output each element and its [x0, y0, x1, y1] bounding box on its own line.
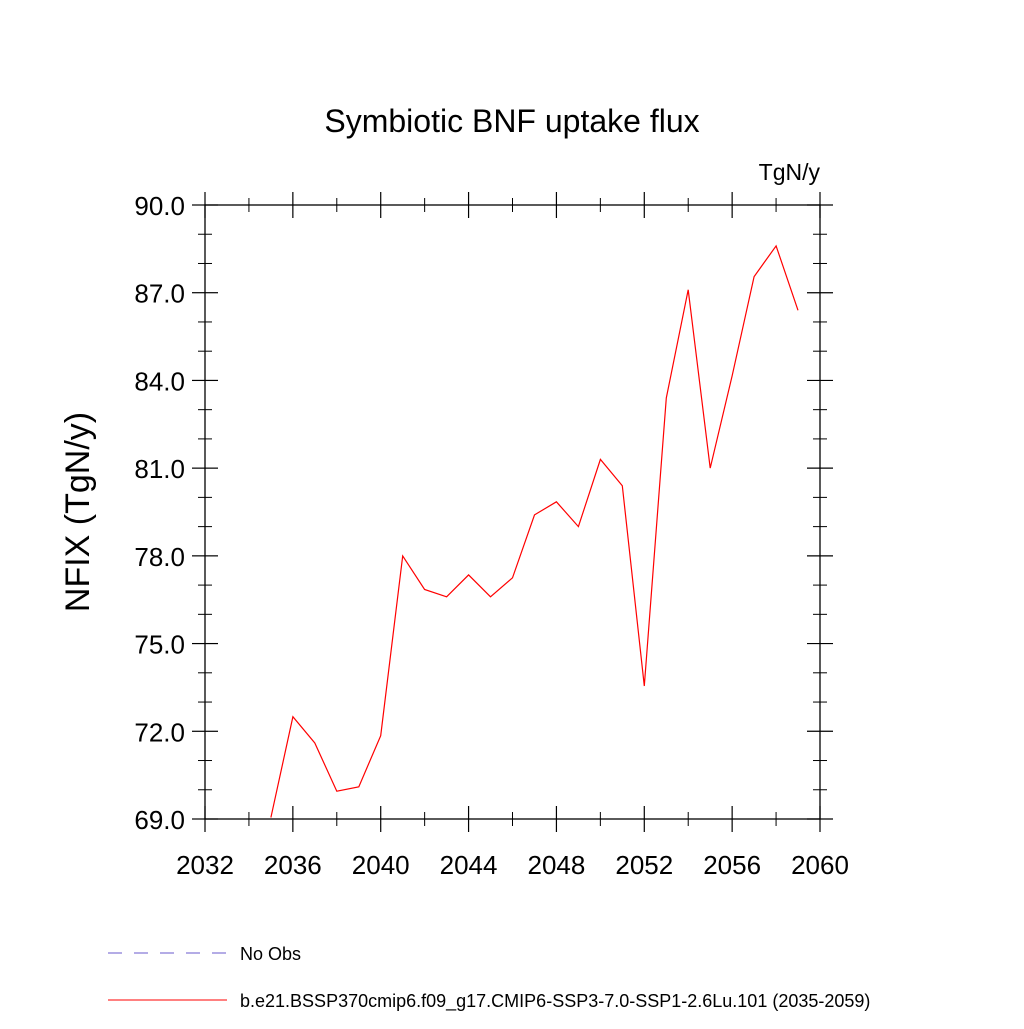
y-tick-label: 75.0	[134, 630, 185, 660]
x-tick-label: 2032	[176, 850, 234, 880]
y-tick-label: 87.0	[134, 279, 185, 309]
y-axis-label: NFIX (TgN/y)	[59, 412, 97, 612]
x-tick-label: 2056	[703, 850, 761, 880]
y-tick-label: 81.0	[134, 454, 185, 484]
legend-label-1: b.e21.BSSP370cmip6.f09_g17.CMIP6-SSP3-7.…	[240, 991, 870, 1012]
y-tick-label: 78.0	[134, 542, 185, 572]
x-tick-label: 2044	[440, 850, 498, 880]
y-tick-label: 72.0	[134, 717, 185, 747]
plot-frame	[204, 204, 821, 820]
x-tick-label: 2048	[528, 850, 586, 880]
y-tick-label: 90.0	[134, 191, 185, 221]
x-tick-label: 2052	[615, 850, 673, 880]
series-line-0	[270, 244, 799, 818]
legend-label-0: No Obs	[240, 944, 301, 964]
axis-ticks: 69.0 72.0 75.0 78.0 81.0 84.0 87.0 90.0 2032 2036…	[134, 191, 849, 880]
series-layer	[270, 244, 799, 818]
x-tick-label: 2060	[791, 850, 849, 880]
y-tick-label: 69.0	[134, 805, 185, 835]
units-label: TgN/y	[759, 159, 821, 185]
x-tick-label: 2036	[264, 850, 322, 880]
chart-title: Symbiotic BNF uptake flux	[324, 103, 699, 139]
y-tick-label: 84.0	[134, 366, 185, 396]
x-tick-label: 2040	[352, 850, 410, 880]
legend: No Obs b.e21.BSSP370cmip6.f09_g17.CMIP6-S…	[108, 944, 870, 1012]
